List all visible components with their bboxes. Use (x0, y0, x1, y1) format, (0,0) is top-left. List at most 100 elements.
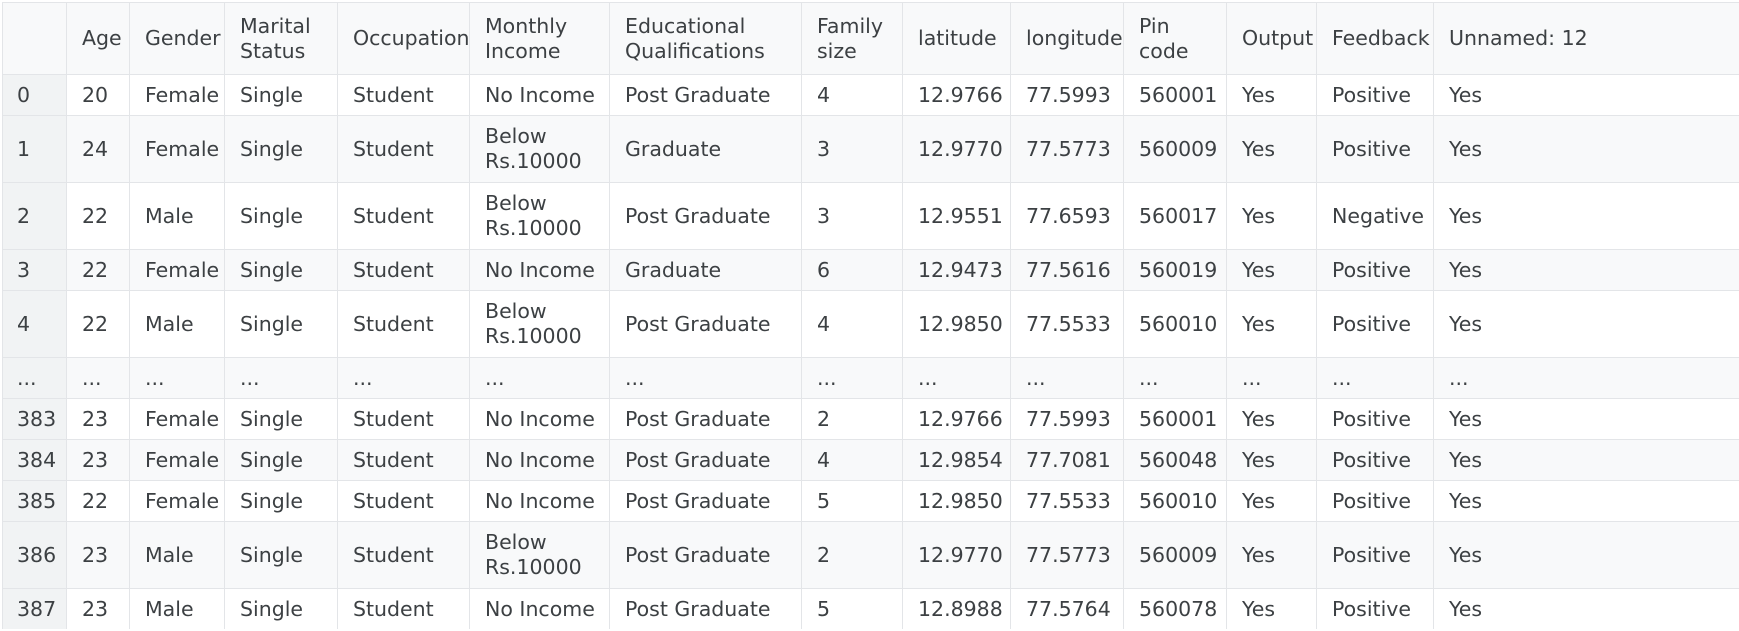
table-cell: 22 (66, 249, 130, 291)
table-row: 0 20 Female Single Student No Income Post Grad… (2, 74, 1739, 116)
table-cell: 560009 (1123, 115, 1227, 183)
table-cell: 560001 (1123, 398, 1227, 440)
column-header-educational-qualifications: Educational Qualifications (609, 2, 802, 75)
table-cell: No Income (469, 74, 610, 116)
table-cell: Student (337, 588, 470, 629)
table-cell: 77.5773 (1010, 115, 1124, 183)
table-cell: Student (337, 439, 470, 481)
table-cell: Student (337, 249, 470, 291)
table-cell: ... (1010, 357, 1124, 399)
table-cell: 560010 (1123, 290, 1227, 358)
table-cell: Student (337, 115, 470, 183)
table-cell: 23 (66, 398, 130, 440)
table-cell: 5 (801, 588, 903, 629)
table-cell: Student (337, 398, 470, 440)
table-row: 2 22 Male Single Student Below Rs.10000 Post G… (2, 182, 1739, 250)
table-row: 384 23 Female Single Student No Income Post Gr… (2, 439, 1739, 481)
table-cell: 3 (801, 182, 903, 250)
table-cell: Female (129, 249, 225, 291)
table-cell: 23 (66, 439, 130, 481)
table-cell: ... (902, 357, 1011, 399)
table-cell: Single (224, 74, 338, 116)
table-cell: Positive (1316, 480, 1434, 522)
table-cell: Yes (1226, 249, 1317, 291)
table-cell: Single (224, 115, 338, 183)
table-cell: Below Rs.10000 (469, 290, 610, 358)
table-cell: ... (129, 357, 225, 399)
table-cell: Single (224, 588, 338, 629)
table-cell: 12.9850 (902, 290, 1011, 358)
table-cell: 23 (66, 521, 130, 589)
table-cell: Single (224, 480, 338, 522)
table-cell: ... (1123, 357, 1227, 399)
row-index: 387 (2, 588, 67, 629)
table-cell: ... (1226, 357, 1317, 399)
table-cell: 560048 (1123, 439, 1227, 481)
table-cell: Female (129, 398, 225, 440)
table-cell: 20 (66, 74, 130, 116)
table-cell: Female (129, 480, 225, 522)
table-cell: Yes (1433, 290, 1739, 358)
table-cell: Single (224, 249, 338, 291)
table-cell: 560019 (1123, 249, 1227, 291)
table-cell: Positive (1316, 521, 1434, 589)
table-cell: Male (129, 182, 225, 250)
table-cell: Positive (1316, 249, 1434, 291)
table-cell: ... (469, 357, 610, 399)
table-cell: 4 (801, 290, 903, 358)
table-cell: ... (609, 357, 802, 399)
table-cell: Post Graduate (609, 74, 802, 116)
row-index: 383 (2, 398, 67, 440)
table-cell: Single (224, 290, 338, 358)
table-cell: Yes (1226, 480, 1317, 522)
row-index: 384 (2, 439, 67, 481)
table-row: ........................................… (2, 357, 1739, 399)
table-cell: ... (1316, 357, 1434, 399)
table-cell: 22 (66, 182, 130, 250)
table-cell: 23 (66, 588, 130, 629)
table-cell: 77.5533 (1010, 290, 1124, 358)
table-row: 385 22 Female Single Student No Income Post Gr… (2, 480, 1739, 522)
table-cell: Yes (1226, 521, 1317, 589)
column-header-pin-code: Pin code (1123, 2, 1227, 75)
table-cell: Male (129, 588, 225, 629)
row-index: 1 (2, 115, 67, 183)
table-cell: 4 (801, 74, 903, 116)
table-cell: 77.5533 (1010, 480, 1124, 522)
table-row: 3 22 Female Single Student No Income Graduate 6… (2, 249, 1739, 291)
row-index: ... (2, 357, 67, 399)
table-cell: No Income (469, 439, 610, 481)
column-header-monthly-income: Monthly Income (469, 2, 610, 75)
table-cell: 12.9854 (902, 439, 1011, 481)
table-cell: 77.5616 (1010, 249, 1124, 291)
table-cell: No Income (469, 249, 610, 291)
column-header-gender: Gender (129, 2, 225, 75)
table-cell: Graduate (609, 115, 802, 183)
table-cell: Yes (1433, 439, 1739, 481)
table-cell: Yes (1433, 480, 1739, 522)
table-cell: Post Graduate (609, 439, 802, 481)
table-cell: ... (224, 357, 338, 399)
row-index: 4 (2, 290, 67, 358)
table-cell: Yes (1226, 74, 1317, 116)
table-cell: ... (337, 357, 470, 399)
table-cell: Single (224, 439, 338, 481)
table-cell: 560010 (1123, 480, 1227, 522)
table-cell: Below Rs.10000 (469, 182, 610, 250)
table-cell: 12.9850 (902, 480, 1011, 522)
table-cell: Yes (1226, 439, 1317, 481)
table-cell: Below Rs.10000 (469, 521, 610, 589)
table-cell: Positive (1316, 588, 1434, 629)
row-index: 3 (2, 249, 67, 291)
table-cell: Single (224, 182, 338, 250)
column-header-occupation: Occupation (337, 2, 470, 75)
table-cell: 560001 (1123, 74, 1227, 116)
table-cell: Male (129, 521, 225, 589)
table-cell: Graduate (609, 249, 802, 291)
table-cell: 12.9551 (902, 182, 1011, 250)
index-header (2, 2, 67, 75)
table-cell: 12.9770 (902, 521, 1011, 589)
table-cell: No Income (469, 398, 610, 440)
table-cell: 560078 (1123, 588, 1227, 629)
